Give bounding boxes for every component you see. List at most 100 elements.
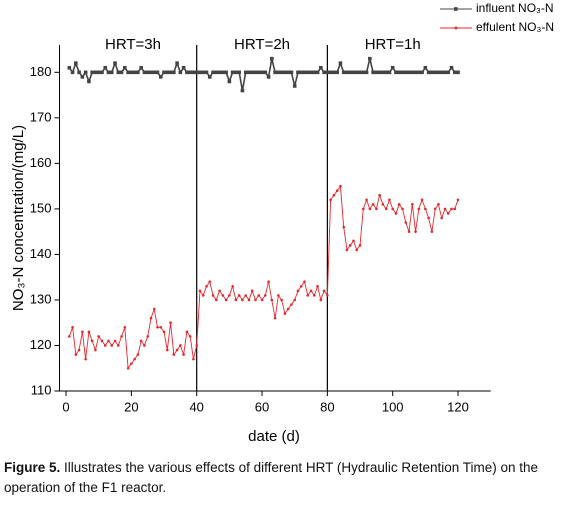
- point: [188, 335, 192, 338]
- point: [342, 225, 346, 229]
- point: [260, 70, 264, 75]
- point: [388, 198, 391, 202]
- point: [319, 65, 323, 70]
- point: [165, 70, 170, 75]
- point: [250, 70, 255, 75]
- point: [273, 70, 277, 75]
- point: [182, 353, 185, 356]
- point: [178, 70, 183, 75]
- point: [440, 216, 444, 220]
- point: [194, 70, 199, 75]
- point: [351, 70, 356, 75]
- point: [103, 65, 108, 70]
- point: [240, 88, 245, 93]
- point: [234, 70, 238, 75]
- x-tick-label: 120: [447, 399, 469, 414]
- y-tick-label: 130: [30, 291, 52, 306]
- point: [433, 207, 437, 211]
- y-tick-label: 160: [30, 155, 52, 170]
- point: [332, 193, 336, 197]
- point: [93, 70, 98, 75]
- point: [117, 344, 120, 347]
- point: [348, 70, 353, 75]
- point: [204, 70, 209, 75]
- point: [83, 70, 88, 75]
- point: [237, 294, 241, 297]
- point: [309, 70, 313, 75]
- point: [234, 298, 238, 302]
- series-line: [68, 58, 458, 91]
- point: [152, 307, 156, 311]
- legend-marker: [454, 7, 458, 11]
- point: [156, 325, 159, 329]
- point: [247, 70, 251, 75]
- point: [414, 230, 417, 233]
- point: [192, 357, 195, 361]
- point: [224, 70, 228, 75]
- point: [299, 284, 303, 288]
- point: [283, 70, 287, 75]
- point: [139, 339, 143, 343]
- point: [286, 70, 290, 75]
- point: [191, 70, 196, 75]
- point: [290, 303, 293, 306]
- point: [162, 70, 166, 75]
- point: [129, 70, 134, 75]
- point: [110, 344, 114, 347]
- point: [107, 339, 110, 343]
- point: [299, 70, 304, 75]
- point: [96, 70, 101, 75]
- point: [358, 70, 362, 75]
- point: [132, 70, 137, 75]
- point: [74, 61, 78, 66]
- point: [368, 56, 372, 61]
- point: [260, 298, 264, 302]
- point: [267, 280, 270, 284]
- point: [123, 325, 127, 329]
- point: [384, 207, 388, 211]
- chart: date (d) NO₃-N concentration/(mg/L) 110 1…: [10, 1, 554, 445]
- point: [119, 70, 124, 75]
- y-tick-label: 180: [30, 64, 52, 79]
- point: [146, 335, 149, 338]
- point: [410, 70, 415, 75]
- point: [120, 335, 123, 338]
- point: [413, 70, 418, 75]
- point: [296, 70, 300, 75]
- point: [231, 284, 234, 288]
- point: [439, 70, 444, 75]
- point: [303, 280, 306, 284]
- x-tick-label: 60: [255, 399, 269, 414]
- point: [420, 198, 424, 202]
- point: [185, 330, 189, 334]
- point: [172, 353, 176, 356]
- x-tick-label: 0: [62, 399, 69, 414]
- caption: Figure 5. Illustrates the various effect…: [4, 458, 560, 498]
- point: [374, 70, 379, 75]
- point: [87, 330, 91, 334]
- point: [407, 70, 411, 75]
- point: [250, 289, 254, 293]
- point: [404, 221, 408, 224]
- point: [90, 339, 94, 343]
- point: [207, 75, 212, 79]
- point: [452, 70, 457, 75]
- point: [289, 70, 294, 75]
- point: [430, 230, 434, 233]
- point: [253, 70, 258, 75]
- y-axis-label: NO₃-N concentration/(mg/L): [10, 125, 27, 311]
- point: [319, 298, 323, 302]
- point: [208, 280, 212, 284]
- point: [329, 198, 332, 202]
- point: [198, 70, 202, 75]
- point: [70, 70, 75, 75]
- point: [103, 344, 107, 347]
- point: [155, 70, 160, 75]
- point: [443, 70, 447, 75]
- point: [254, 298, 257, 302]
- point: [384, 70, 388, 75]
- point: [322, 70, 326, 75]
- point: [338, 61, 343, 66]
- point: [243, 70, 248, 75]
- x-tick-label: 40: [189, 399, 203, 414]
